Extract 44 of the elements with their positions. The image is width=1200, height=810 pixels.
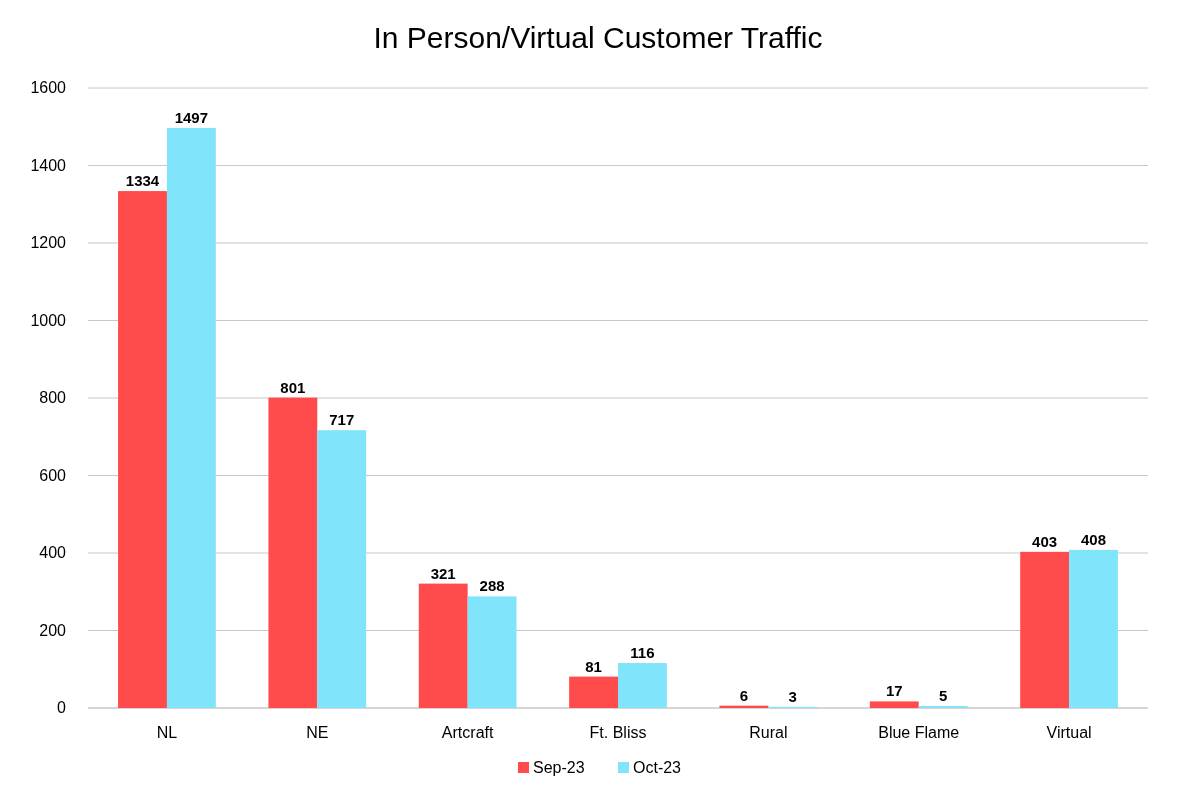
y-tick-label: 0 bbox=[57, 699, 67, 716]
chart-title: In Person/Virtual Customer Traffic bbox=[373, 21, 823, 54]
x-tick-label: Rural bbox=[749, 724, 788, 741]
bar bbox=[268, 397, 318, 708]
bar bbox=[569, 676, 618, 708]
y-tick-label: 800 bbox=[39, 389, 67, 406]
data-label: 717 bbox=[329, 411, 355, 429]
bar bbox=[618, 663, 667, 708]
data-label: 6 bbox=[739, 686, 749, 704]
y-tick-label: 400 bbox=[39, 544, 67, 561]
x-tick-label: NE bbox=[306, 724, 329, 741]
y-tick-label: 200 bbox=[39, 621, 67, 639]
bar bbox=[317, 430, 367, 708]
x-tick-label: NL bbox=[156, 724, 178, 741]
x-tick-label: Virtual bbox=[1046, 724, 1092, 741]
data-label: 3 bbox=[788, 687, 797, 705]
legend-label: Sep-23 bbox=[533, 759, 585, 776]
bar bbox=[1069, 549, 1118, 708]
legend-label: Oct-23 bbox=[633, 759, 682, 776]
data-label: 321 bbox=[430, 564, 456, 582]
bar bbox=[166, 127, 216, 708]
x-tick-label: Artcraft bbox=[441, 724, 494, 741]
data-label: 801 bbox=[280, 378, 306, 396]
y-tick-label: 1400 bbox=[30, 156, 67, 174]
y-tick-label: 1200 bbox=[30, 234, 67, 251]
x-tick-label: Ft. Bliss bbox=[589, 724, 647, 741]
bar bbox=[118, 191, 167, 708]
y-tick-label: 600 bbox=[39, 466, 67, 484]
data-label: 17 bbox=[885, 682, 903, 700]
data-label: 5 bbox=[938, 687, 948, 705]
data-label: 288 bbox=[479, 577, 505, 595]
y-tick-label: 1600 bbox=[30, 79, 67, 96]
data-label: 1334 bbox=[125, 172, 160, 190]
bar bbox=[467, 596, 517, 708]
bar bbox=[1020, 551, 1070, 708]
data-label: 1497 bbox=[174, 108, 209, 126]
data-label: 408 bbox=[1080, 530, 1107, 548]
bar bbox=[418, 583, 468, 708]
data-label: 403 bbox=[1032, 532, 1058, 550]
data-label: 81 bbox=[585, 657, 602, 675]
x-tick-label: Blue Flame bbox=[878, 724, 960, 741]
y-tick-label: 1000 bbox=[30, 311, 67, 329]
bar bbox=[869, 701, 919, 708]
data-label: 116 bbox=[630, 644, 655, 662]
